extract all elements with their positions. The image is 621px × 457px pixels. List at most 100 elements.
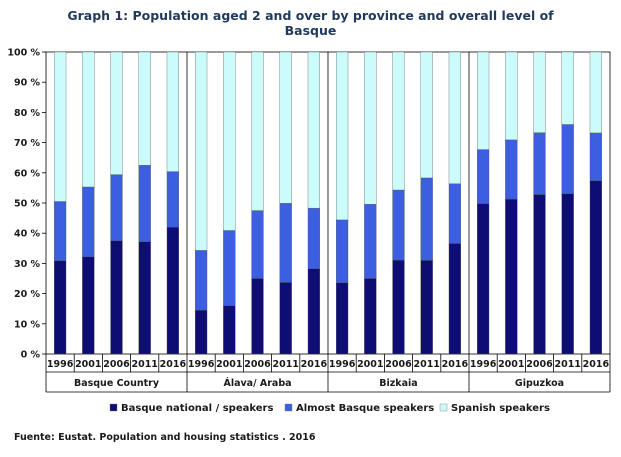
bar-segment-2 xyxy=(533,132,546,195)
chart-title: Graph 1: Population aged 2 and over by p… xyxy=(0,8,621,38)
legend-swatch-3 xyxy=(439,403,448,412)
bar-segment-1 xyxy=(392,259,405,355)
source-note: Fuente: Eustat. Population and housing s… xyxy=(14,432,316,443)
bar-segment-1 xyxy=(589,180,602,355)
bar-segment-2 xyxy=(505,139,518,200)
bar-segment-3 xyxy=(589,51,602,134)
bar-segment-2 xyxy=(477,149,490,204)
bar-segment-1 xyxy=(420,260,433,355)
bar-segment-3 xyxy=(561,51,574,125)
x-year-label: 2001 xyxy=(75,359,101,370)
bar-segment-1 xyxy=(138,241,151,355)
bar-segment-2 xyxy=(561,124,574,194)
y-tick-label: 30 % xyxy=(14,259,41,270)
bar-segment-3 xyxy=(166,51,179,172)
x-year-label: 1996 xyxy=(188,359,215,370)
x-group-label: Bizkaia xyxy=(379,378,417,389)
bar-segment-1 xyxy=(533,194,546,355)
bar-segment-3 xyxy=(54,51,67,202)
bar-segment-2 xyxy=(364,204,377,279)
bar-segment-3 xyxy=(420,51,433,179)
bar-segment-3 xyxy=(505,51,518,141)
y-tick-label: 60 % xyxy=(14,168,41,179)
bar-segment-1 xyxy=(195,310,208,355)
y-tick-label: 100 % xyxy=(7,48,40,59)
bar-segment-3 xyxy=(223,51,236,231)
bar-segment-1 xyxy=(505,198,518,355)
x-year-label: 2016 xyxy=(583,359,610,370)
bar-segment-2 xyxy=(251,210,264,279)
legend-label-1: Basque national / speakers xyxy=(121,403,273,414)
legend-swatch-1 xyxy=(109,403,118,412)
bar-segment-2 xyxy=(589,132,602,181)
x-year-label: 1996 xyxy=(47,359,74,370)
y-tick-label: 10 % xyxy=(14,319,41,330)
x-year-label: 1996 xyxy=(470,359,497,370)
bar-segment-3 xyxy=(110,51,123,175)
x-year-label: 2006 xyxy=(244,359,271,370)
legend-swatch-2 xyxy=(284,403,293,412)
x-group-label: Gipuzkoa xyxy=(515,378,564,389)
x-year-label: 2016 xyxy=(160,359,187,370)
y-tick-label: 80 % xyxy=(14,108,41,119)
bar-segment-2 xyxy=(54,201,67,261)
legend-label-2: Almost Basque speakers xyxy=(296,403,434,414)
bar-segment-2 xyxy=(223,230,236,306)
x-group-label: Álava/ Araba xyxy=(223,377,291,389)
bar-segment-2 xyxy=(82,186,95,257)
bar-segment-1 xyxy=(166,226,179,355)
bar-segment-3 xyxy=(195,51,208,251)
bar-segment-1 xyxy=(364,278,377,355)
chart-title-line-1: Graph 1: Population aged 2 and over by p… xyxy=(67,8,554,23)
legend-label-3: Spanish speakers xyxy=(451,403,550,414)
y-tick-label: 90 % xyxy=(14,78,41,89)
bar-segment-3 xyxy=(279,51,292,204)
bar-segment-3 xyxy=(364,51,377,205)
bar-segment-3 xyxy=(477,51,490,150)
bar-segment-3 xyxy=(307,51,320,209)
x-year-label: 2011 xyxy=(413,359,439,370)
bar-segment-1 xyxy=(110,240,123,355)
bar-segment-2 xyxy=(110,174,123,241)
x-year-label: 2006 xyxy=(103,359,130,370)
bar-segment-1 xyxy=(223,305,236,355)
bar-segment-2 xyxy=(138,165,151,242)
bar-segment-2 xyxy=(420,177,433,261)
y-tick-label: 50 % xyxy=(14,199,41,210)
bar-segment-3 xyxy=(138,51,151,166)
bar-segment-2 xyxy=(279,203,292,283)
x-year-label: 2016 xyxy=(442,359,469,370)
x-year-label: 2011 xyxy=(131,359,157,370)
x-year-label: 2006 xyxy=(526,359,553,370)
y-tick-label: 40 % xyxy=(14,229,41,240)
x-year-label: 1996 xyxy=(329,359,356,370)
x-year-label: 2016 xyxy=(301,359,328,370)
x-year-label: 2001 xyxy=(216,359,242,370)
bar-segment-3 xyxy=(533,51,546,133)
bar-segment-1 xyxy=(307,268,320,355)
bar-segment-1 xyxy=(251,278,264,355)
x-year-label: 2006 xyxy=(385,359,412,370)
y-tick-label: 70 % xyxy=(14,138,41,149)
chart-title-line-2: Basque xyxy=(284,23,337,38)
bar-segment-1 xyxy=(279,282,292,355)
bar-segment-3 xyxy=(82,51,95,188)
x-year-label: 2001 xyxy=(498,359,524,370)
bar-segment-3 xyxy=(336,51,349,221)
bar-segment-3 xyxy=(392,51,405,191)
bar-segment-2 xyxy=(448,183,461,244)
bar-segment-1 xyxy=(448,243,461,355)
bar-segment-2 xyxy=(307,207,320,270)
bar-segment-1 xyxy=(82,256,95,355)
bar-segment-3 xyxy=(251,51,264,211)
y-tick-label: 0 % xyxy=(21,350,41,361)
bar-segment-1 xyxy=(477,203,490,355)
bar-segment-2 xyxy=(195,250,208,311)
x-year-label: 2011 xyxy=(272,359,298,370)
bar-segment-2 xyxy=(336,219,349,283)
bar-segment-1 xyxy=(561,193,574,355)
y-tick-label: 20 % xyxy=(14,289,41,300)
bar-segment-2 xyxy=(166,171,179,228)
x-year-label: 2001 xyxy=(357,359,383,370)
